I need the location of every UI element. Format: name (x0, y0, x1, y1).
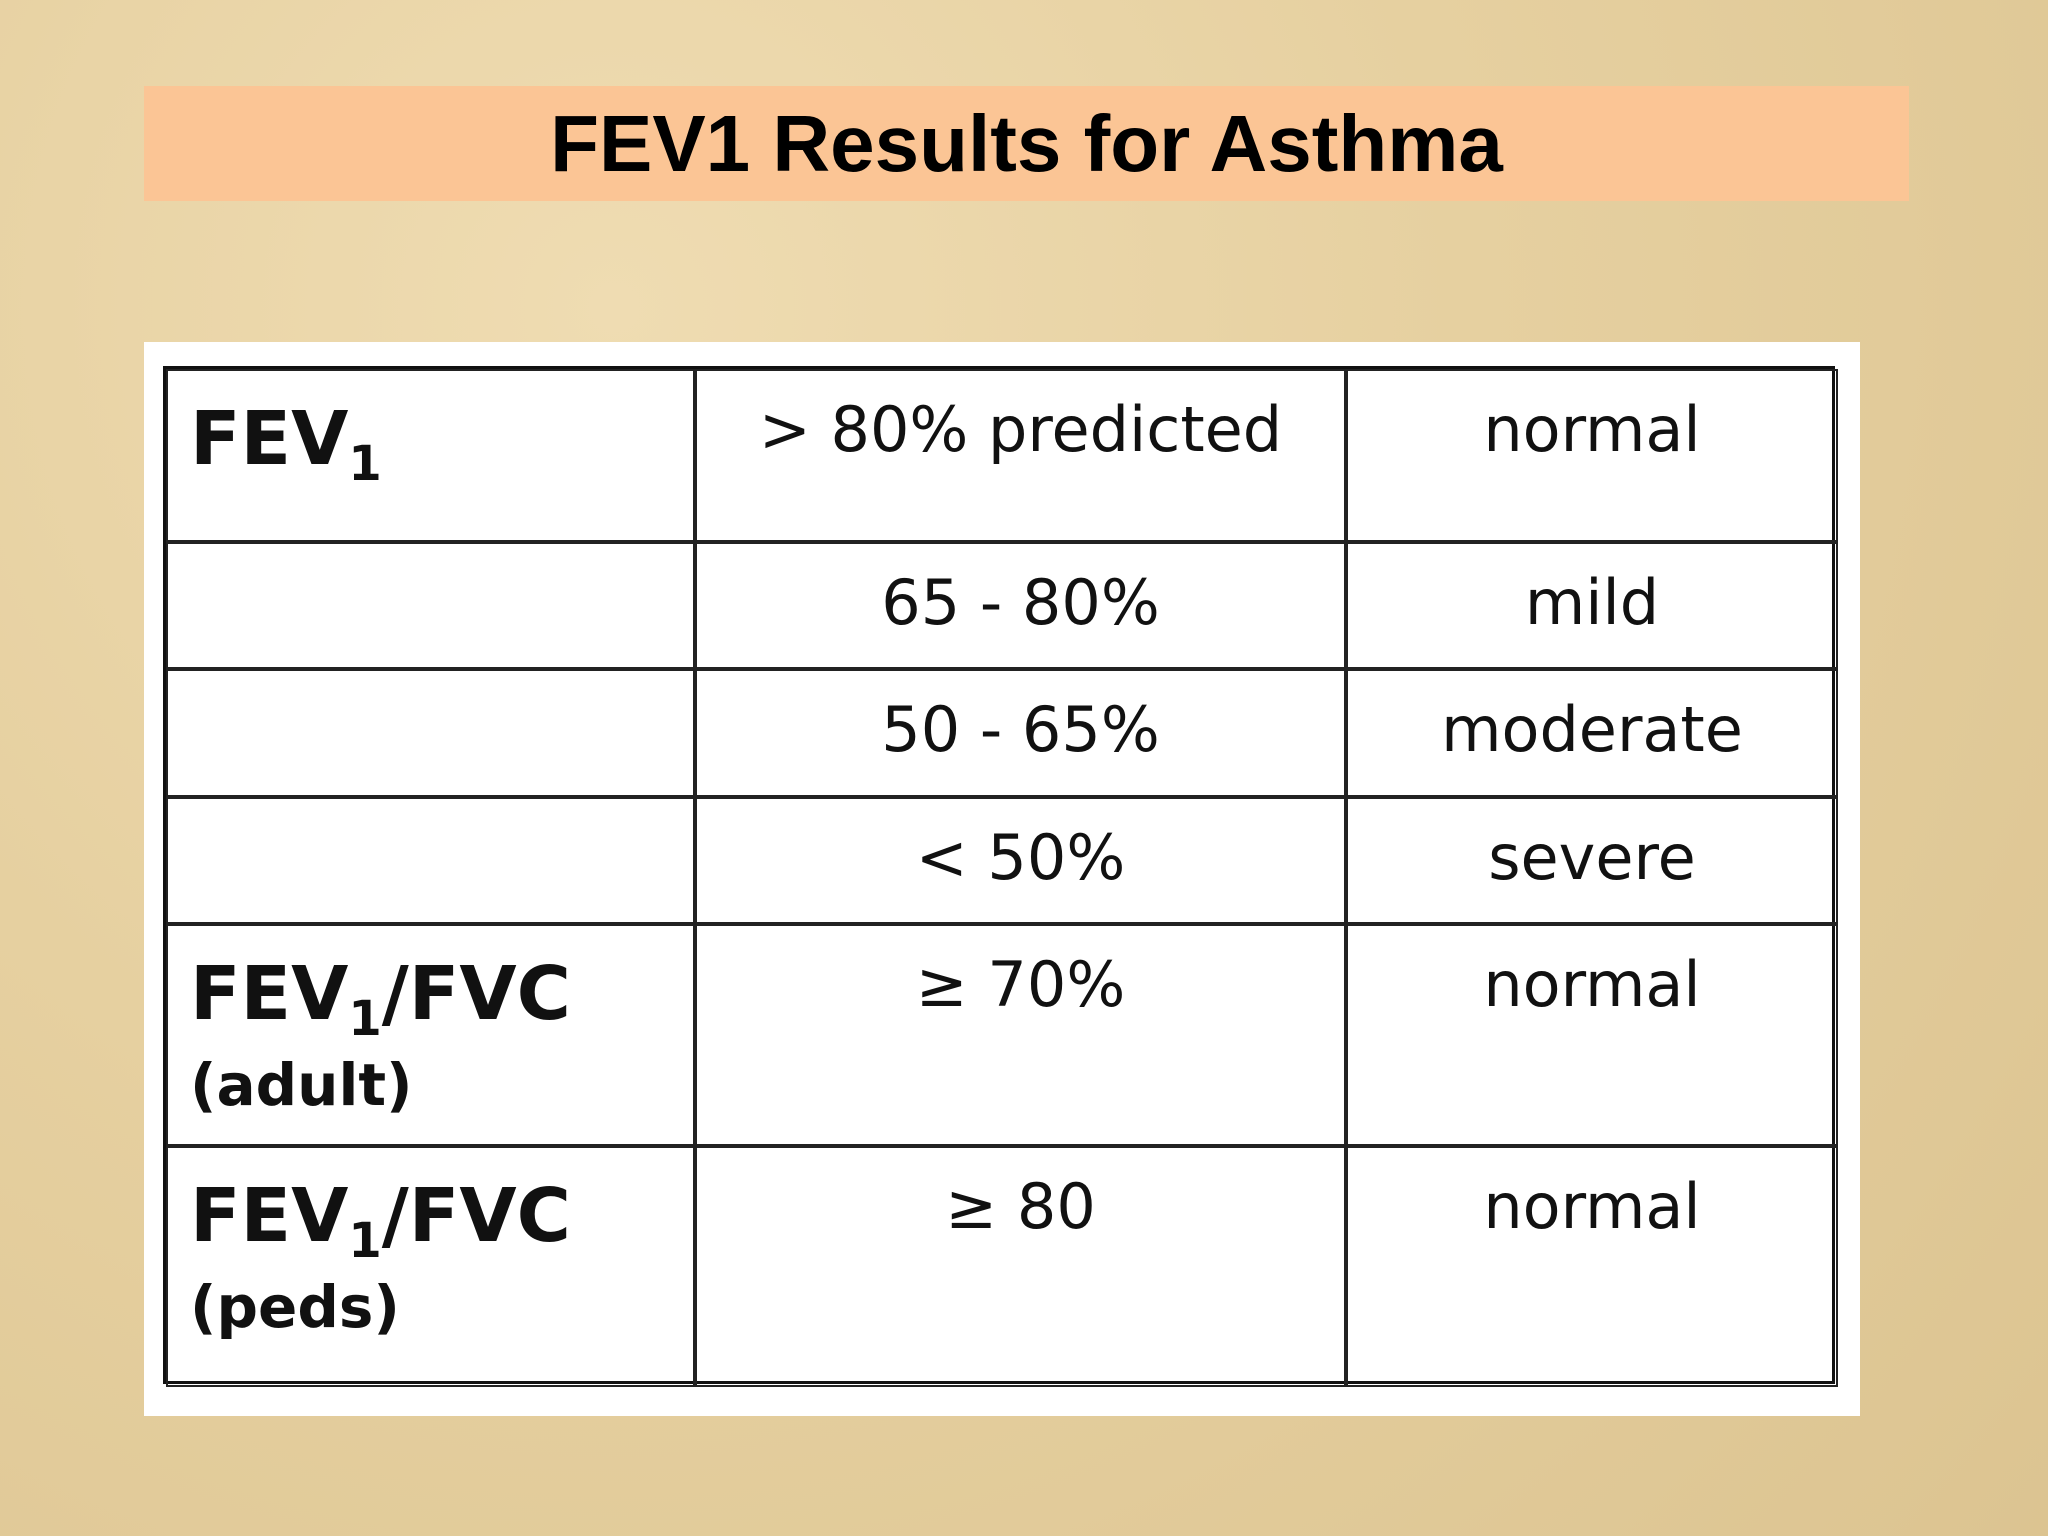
result: normal (1483, 1170, 1701, 1243)
range-cell: ≥ 80 (695, 1146, 1346, 1387)
range: ≥ 70% (915, 948, 1126, 1021)
result: moderate (1441, 693, 1743, 766)
measure-cell: FEV1/FVC (adult) (166, 924, 695, 1146)
range-cell: ≥ 70% (695, 924, 1346, 1146)
measure-note: (peds) (190, 1272, 400, 1341)
result-cell: mild (1346, 542, 1838, 669)
measure-cell (166, 542, 695, 669)
measure-cell (166, 669, 695, 797)
range-cell: > 80% predicted (695, 369, 1346, 542)
measure-name: FEV (190, 1173, 349, 1259)
measure-cell: FEV1 (166, 369, 695, 542)
range: 65 - 80% (881, 566, 1160, 639)
range: ≥ 80 (945, 1170, 1096, 1243)
measure-suffix: /FVC (381, 1173, 571, 1259)
measure-subscript: 1 (348, 1212, 382, 1269)
range: 50 - 65% (881, 693, 1160, 766)
range: > 80% predicted (758, 393, 1283, 466)
measure-cell: FEV1/FVC (peds) (166, 1146, 695, 1387)
measure-subscript: 1 (348, 990, 382, 1047)
result-cell: moderate (1346, 669, 1838, 797)
measure-cell (166, 797, 695, 924)
measure-name: FEV (190, 396, 349, 482)
result: mild (1524, 566, 1660, 639)
range-cell: < 50% (695, 797, 1346, 924)
result-cell: severe (1346, 797, 1838, 924)
title: FEV1 Results for Asthma (550, 98, 1503, 188)
measure-name: FEV (190, 951, 349, 1037)
result-cell: normal (1346, 1146, 1838, 1387)
table-card: FEV1 > 80% predicted normal 65 - 80% mild 50 … (144, 342, 1860, 1416)
measure-suffix: /FVC (381, 951, 571, 1037)
result: normal (1483, 948, 1701, 1021)
title-bar: FEV1 Results for Asthma (144, 86, 1909, 201)
range-cell: 65 - 80% (695, 542, 1346, 669)
measure-note: (adult) (190, 1050, 413, 1119)
range: < 50% (915, 821, 1126, 894)
result-cell: normal (1346, 369, 1838, 542)
result-cell: normal (1346, 924, 1838, 1146)
result: severe (1488, 821, 1696, 894)
table: FEV1 > 80% predicted normal 65 - 80% mild 50 … (163, 366, 1838, 1387)
measure-subscript: 1 (348, 435, 382, 492)
result: normal (1483, 393, 1701, 466)
range-cell: 50 - 65% (695, 669, 1346, 797)
